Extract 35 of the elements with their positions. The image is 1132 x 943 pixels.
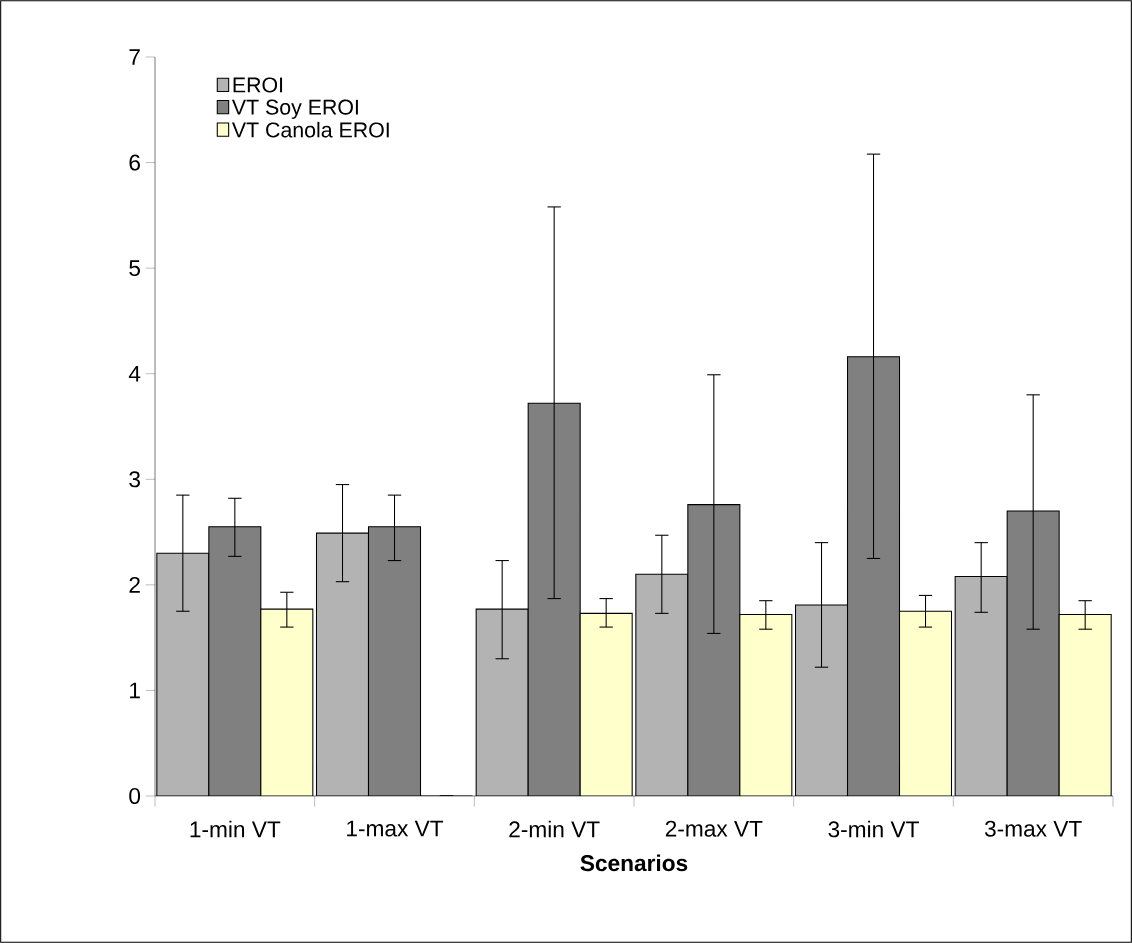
bar (315, 532, 370, 796)
x-tick-label: 3-min VT (828, 820, 919, 838)
y-tick-label: 3 (129, 471, 140, 488)
legend-label: VT Soy EROI (231, 99, 358, 119)
y-tick-label: 6 (129, 154, 140, 171)
bar (846, 356, 901, 796)
bar (367, 526, 422, 796)
x-tick-label: 1-min VT (190, 820, 281, 838)
y-tick-label: 1 (130, 682, 140, 699)
x-tick-label: 3-max VT (984, 820, 1082, 837)
y-tick-label: 2 (129, 576, 140, 593)
bar (579, 612, 633, 796)
x-axis-title: Scenarios (580, 854, 688, 872)
bar (260, 608, 314, 796)
bar (1006, 510, 1060, 796)
bar (794, 604, 849, 796)
y-tick-label: 0 (129, 787, 141, 805)
bar (635, 573, 689, 796)
bar (739, 613, 793, 796)
x-tick-label: 1-max VT (347, 820, 444, 837)
bar (156, 552, 210, 796)
y-tick-label: 7 (129, 49, 140, 65)
bar (527, 402, 581, 796)
bar (954, 575, 1008, 796)
legend-label: EROI (233, 77, 283, 93)
y-tick-label: 5 (129, 260, 140, 277)
x-tick-label: 2-max VT (665, 820, 763, 837)
bar (208, 526, 262, 796)
legend-label: VT Canola EROI (231, 121, 389, 138)
y-tick-label: 4 (128, 365, 141, 382)
bar (475, 608, 529, 796)
bar (898, 610, 953, 796)
bar (1058, 613, 1112, 796)
x-tick-label: 2-min VT (509, 820, 600, 838)
bar (687, 504, 741, 796)
